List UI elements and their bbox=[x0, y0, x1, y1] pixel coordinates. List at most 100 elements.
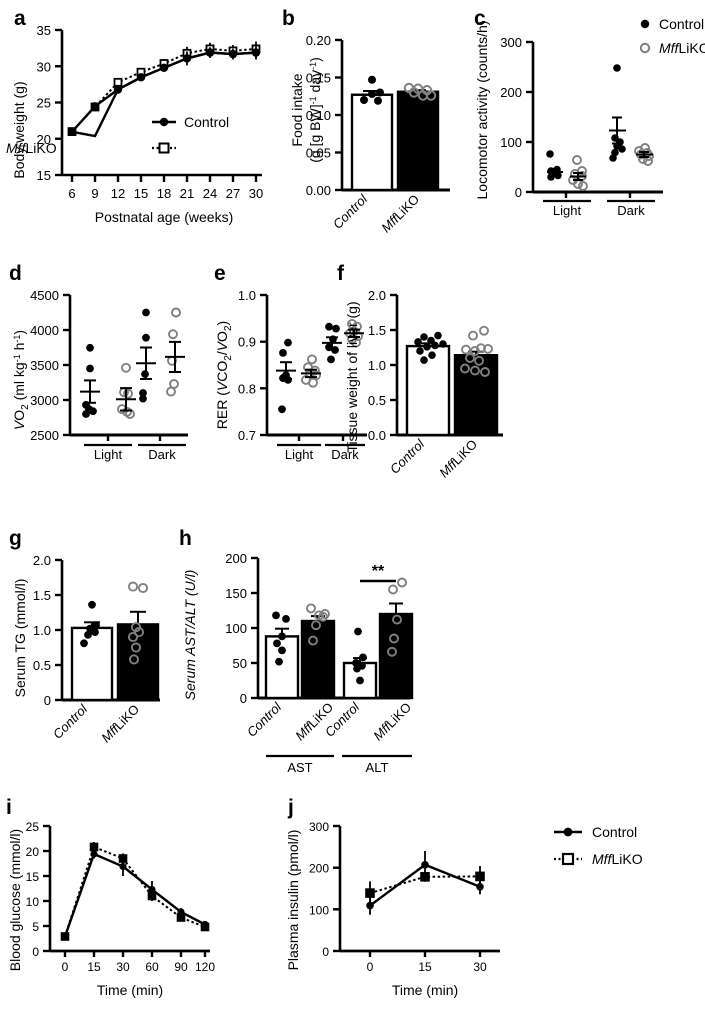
panel-b-cat-control: Control bbox=[330, 191, 371, 232]
panel-h-points-ast-ko bbox=[306, 603, 330, 646]
panel-i-xtick-3: 60 bbox=[145, 960, 159, 974]
panel-i-series-control bbox=[61, 849, 209, 941]
panel-g-points-control bbox=[80, 600, 100, 648]
panel-d-group-dark: Dark bbox=[148, 447, 176, 462]
panel-a-xtick-6: 24 bbox=[203, 186, 217, 201]
panel-a-ylabel: Body weight (g) bbox=[11, 81, 27, 178]
panel-g-bar-control bbox=[70, 626, 114, 702]
panel-c-label: c bbox=[474, 7, 486, 30]
panel-i-ytick-0: 0 bbox=[32, 945, 39, 959]
panel-a-xtick-2: 12 bbox=[111, 186, 125, 201]
panel-j-ytick-0: 0 bbox=[322, 945, 329, 959]
panel-g-ytick-0: 0 bbox=[44, 693, 51, 708]
panel-b-label: b bbox=[282, 7, 295, 30]
panel-h-ytick-0: 0 bbox=[240, 691, 247, 706]
panel-a-xlabel: Postnatal age (weeks) bbox=[95, 209, 234, 225]
panel-c-plot: Locomotor activity (counts/h) 0 100 200 … bbox=[474, 16, 705, 218]
panel-f-ytick-2: 1.0 bbox=[368, 358, 386, 373]
panel-f-ylabel: Tissue weight of liver (g) bbox=[344, 301, 360, 452]
panel-e-mean-dark-control bbox=[322, 336, 342, 350]
panel-e-ytick-2: 0.9 bbox=[238, 335, 256, 350]
panel-i-xtick-0: 0 bbox=[62, 960, 69, 974]
panel-h-points-alt-control bbox=[352, 627, 367, 685]
panel-i-series-ko bbox=[60, 842, 210, 941]
panel-g: g Serum TG (mmol/l) 0 0.5 1.0 1.5 2.0 bbox=[0, 520, 175, 795]
panel-b-points-ko bbox=[403, 82, 437, 101]
panel-a-yticks: 15 20 25 30 35 bbox=[37, 23, 62, 183]
panel-c-mean-light-ko bbox=[570, 172, 586, 181]
panel-f-label: f bbox=[337, 262, 344, 285]
panel-d-points-light-control bbox=[82, 343, 97, 418]
panel-d-mean-light-control bbox=[80, 379, 100, 404]
panel-i-xtick-2: 30 bbox=[116, 960, 130, 974]
panel-g-plot: Serum TG (mmol/l) 0 0.5 1.0 1.5 2.0 bbox=[12, 553, 160, 745]
panel-e-ytick-0: 0.7 bbox=[238, 428, 256, 443]
panel-b-ytick-3: 0.15 bbox=[306, 71, 331, 86]
panel-a-xtick-4: 18 bbox=[157, 186, 171, 201]
panel-c-yticks: 0 100 200 300 bbox=[500, 35, 533, 200]
panel-e-label: e bbox=[214, 262, 226, 285]
panel-d-group-light: Light bbox=[94, 447, 123, 462]
legend-control-label: Control bbox=[592, 824, 637, 840]
panel-i-ytick-1: 5 bbox=[32, 920, 39, 934]
panel-d-ytick-1: 3000 bbox=[30, 393, 59, 408]
panel-j-plot: Plasma insulin (pmol/l) 0 100 200 300 0 … bbox=[285, 820, 643, 998]
panel-d-yticks: 2500 3000 3500 4000 4500 bbox=[30, 288, 70, 443]
panel-e-ytick-1: 0.8 bbox=[238, 381, 256, 396]
panel-b-plot: Food intake (g [g BW]-1 day-1) 0.00 0.05… bbox=[289, 33, 450, 235]
panel-f-points-control bbox=[414, 331, 447, 364]
panel-e-ytick-3: 1.0 bbox=[238, 288, 256, 303]
panel-i-ylabel: Blood glucose (mmol/l) bbox=[7, 829, 23, 971]
panel-g-ylabel: Serum TG (mmol/l) bbox=[12, 579, 28, 698]
panel-f-ytick-1: 0.5 bbox=[368, 393, 386, 408]
panel-c-mean-dark-ko bbox=[636, 151, 653, 158]
panel-j-ytick-2: 200 bbox=[309, 862, 329, 876]
panel-f-bar-ko bbox=[453, 353, 499, 437]
panel-i-ytick-5: 25 bbox=[26, 820, 40, 834]
panel-j-legend: Control MffLiKO bbox=[554, 824, 643, 867]
panel-c-ytick-3: 300 bbox=[500, 35, 522, 50]
panel-d-ylabel: VO2 (ml kg-1 h-1) bbox=[11, 330, 31, 430]
panel-i-ytick-3: 15 bbox=[26, 870, 40, 884]
panel-g-cat-control: Control bbox=[50, 701, 91, 742]
panel-c-xticks bbox=[564, 192, 632, 198]
panel-f-ytick-3: 1.5 bbox=[368, 323, 386, 338]
panel-c-points-light-ko bbox=[568, 155, 588, 191]
panel-c-ylabel: Locomotor activity (counts/h) bbox=[474, 21, 490, 200]
panel-f-cat-ko: MffLiKO bbox=[436, 437, 480, 481]
panel-h-points-ast-control bbox=[272, 611, 290, 666]
panel-i-ytick-4: 20 bbox=[26, 845, 40, 859]
panel-e-mean-light-ko bbox=[301, 368, 321, 379]
legend-ko-label: MffLiKO bbox=[6, 140, 57, 156]
panel-d-ytick-0: 2500 bbox=[30, 428, 59, 443]
panel-j-series-control bbox=[366, 851, 484, 915]
panel-b-ytick-2: 0.10 bbox=[306, 108, 331, 123]
panel-h-significance: ** bbox=[360, 563, 396, 583]
panel-j-xtick-2: 30 bbox=[473, 960, 487, 974]
panel-j-ylabel: Plasma insulin (pmol/l) bbox=[285, 830, 301, 971]
panel-i-ytick-2: 10 bbox=[26, 895, 40, 909]
panel-g-points-ko bbox=[127, 581, 149, 665]
panel-j-xtick-0: 0 bbox=[367, 960, 374, 974]
panel-c-points-dark-control bbox=[609, 64, 626, 162]
panel-e-group-dark: Dark bbox=[331, 447, 359, 462]
panel-h-cat-alt-ko: MffLiKO bbox=[370, 700, 414, 744]
panel-g-ytick-3: 1.5 bbox=[33, 588, 51, 603]
panel-h: h Serum AST/ALT (U/l) 0 50 100 150 200 bbox=[170, 520, 430, 795]
panel-g-ytick-4: 2.0 bbox=[33, 553, 51, 568]
panel-c-points-light-control bbox=[546, 150, 562, 181]
panel-c-ytick-0: 0 bbox=[515, 185, 522, 200]
panel-h-bar-ast-ko bbox=[300, 619, 336, 700]
panel-e-mean-light-control bbox=[276, 361, 296, 380]
panel-e-xticks bbox=[297, 435, 345, 441]
panel-d-label: d bbox=[9, 262, 22, 285]
panel-i-xtick-1: 15 bbox=[87, 960, 101, 974]
panel-i-yticks: 0 5 10 15 20 25 bbox=[26, 820, 50, 959]
panel-c: c Locomotor activity (counts/h) 0 100 20… bbox=[465, 0, 705, 250]
panel-f-ytick-0: 0.0 bbox=[368, 428, 386, 443]
panel-b-bar-ko bbox=[396, 90, 440, 192]
panel-c-ytick-1: 100 bbox=[500, 135, 522, 150]
panel-j: j Plasma insulin (pmol/l) 0 100 200 300 … bbox=[270, 795, 705, 1016]
panel-d-xticks bbox=[106, 435, 162, 441]
panel-j-ytick-1: 100 bbox=[309, 903, 329, 917]
